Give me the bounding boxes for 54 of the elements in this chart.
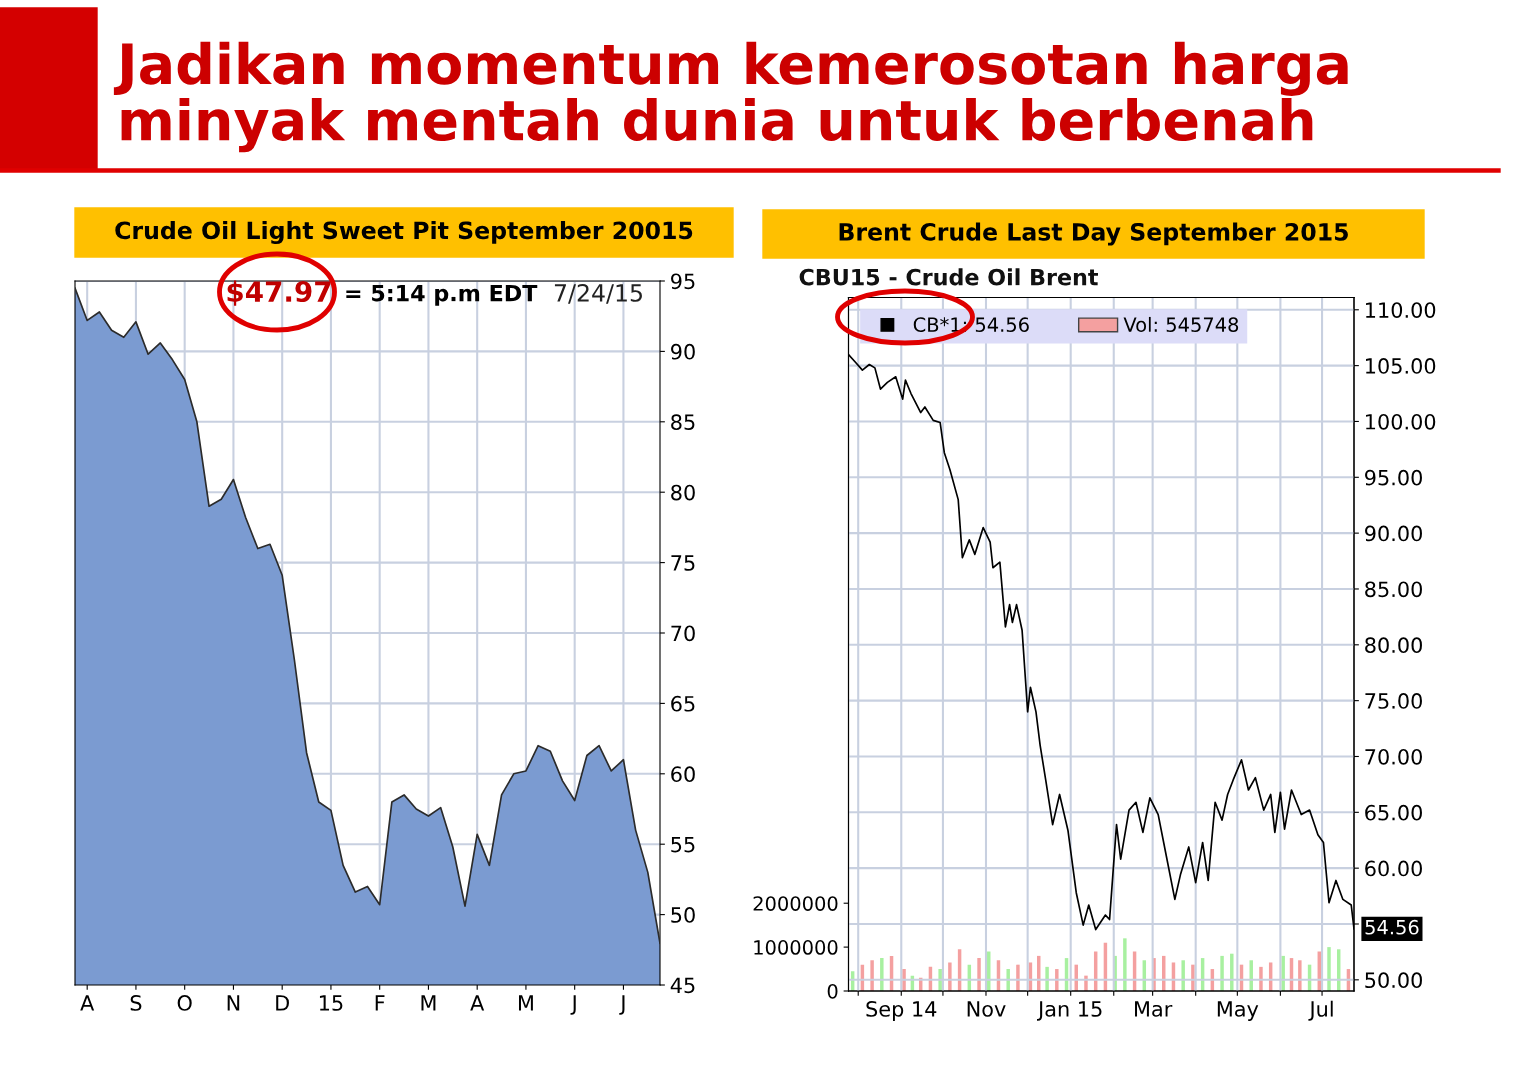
x-tick-label: May [1217, 1001, 1259, 1021]
x-tick-label: S [130, 995, 142, 1011]
y-tick-label: 70 [671, 625, 695, 642]
legend-label: Vol: 545748 [1123, 316, 1239, 332]
x-tick-label: 15 [319, 995, 343, 1011]
y-tick-label: 85.00 [1365, 581, 1422, 598]
y-tick-label: 75.00 [1365, 693, 1422, 709]
y-tick-label: 50.00 [1365, 972, 1422, 989]
text: Jadikan momentum kemerosotan harga minyak mentah dunia untuk berbenah [113, 41, 1348, 153]
y-tick-label: 95 [671, 273, 695, 290]
y-tick-label: 45 [670, 977, 695, 994]
y-tick-label: 60 [671, 766, 695, 783]
y2-tick-label: 2000000 [753, 896, 838, 911]
y-tick-label: 90 [671, 343, 695, 360]
chart-title: Brent Crude Last Day September 2015 [839, 222, 1348, 246]
y-tick-label: 75 [671, 555, 695, 571]
chart-subtitle: CBU15 - Crude Oil Brent [799, 268, 1098, 286]
chart-title: Crude Oil Light Sweet Pit September 20015 [115, 220, 693, 245]
y-tick-label: 90.00 [1365, 525, 1422, 542]
y-tick-label: 50 [671, 907, 695, 923]
y-tick-label: 65 [671, 695, 695, 712]
x-tick-label: F [375, 995, 385, 1011]
y2-tick-label: 0 [827, 983, 838, 999]
x-tick-label: M [518, 995, 533, 1011]
annotation: = 5:14 p.m EDT [346, 284, 538, 306]
x-tick-label: A [470, 995, 485, 1011]
legend-label: CB*1: 54.56 [913, 317, 1029, 332]
x-tick-label: M [421, 995, 436, 1011]
y-tick-label: 55 [671, 836, 695, 853]
y-tick-label: 60.00 [1365, 860, 1422, 877]
y-tick-label: 105.00 [1366, 358, 1436, 374]
annotation: 7/24/15 [554, 283, 642, 304]
y-tick-label: 95.00 [1365, 469, 1422, 486]
annotation: $47.97 [227, 280, 331, 306]
y-tick-label: 70.00 [1365, 748, 1422, 765]
x-tick-label: O [177, 995, 192, 1011]
x-tick-label: Jan 15 [1037, 1001, 1102, 1021]
y-tick-label: 80.00 [1365, 637, 1422, 654]
x-tick-label: N [227, 995, 240, 1011]
x-tick-label: Mar [1135, 1001, 1173, 1017]
annotation: 54.56 [1365, 919, 1419, 935]
y-tick-label: 65.00 [1365, 804, 1422, 821]
y-tick-label: 110.00 [1366, 302, 1436, 318]
x-tick-label: A [80, 995, 95, 1011]
x-tick-label: Nov [967, 1001, 1006, 1017]
y-tick-label: 100.00 [1366, 413, 1436, 430]
y-tick-label: 80 [671, 484, 695, 501]
y-tick-label: 85 [671, 414, 695, 431]
x-tick-label: J [619, 995, 625, 1015]
x-tick-label: Jul [1308, 1000, 1333, 1021]
x-tick-label: D [276, 995, 289, 1011]
x-tick-label: Sep 14 [866, 1001, 937, 1021]
x-tick-label: J [570, 995, 576, 1015]
y2-tick-label: 1000000 [754, 940, 838, 955]
